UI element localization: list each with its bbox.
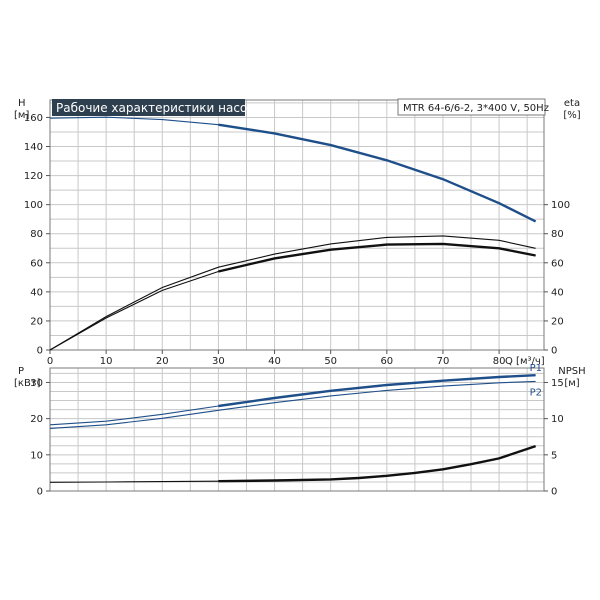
x-tick-label: 60 xyxy=(380,356,393,367)
series-line-emphasized-1-0 xyxy=(218,374,536,408)
y-right-axis-unit: [м] xyxy=(564,378,579,389)
x-tick-label: 80 xyxy=(493,356,506,367)
y-right-tick-label: 80 xyxy=(551,229,564,240)
x-tick-label: 50 xyxy=(324,356,337,367)
y-left-tick-label: 140 xyxy=(24,142,43,153)
upper-plot-frame xyxy=(49,99,545,351)
model-box: MTR 64-6/6-2, 3*400 V, 50Hz xyxy=(397,98,549,116)
y-left-tick-label: 10 xyxy=(30,450,43,461)
y-left-tick-label: 0 xyxy=(37,346,43,357)
y-right-axis-unit: [%] xyxy=(563,110,580,121)
head-efficiency-panel: 020406080100120140160020406080100H[м]eta… xyxy=(14,98,581,367)
series-label-p1: P1 xyxy=(530,363,542,374)
y-right-axis-symbol: NPSH xyxy=(558,366,585,377)
upper-grid xyxy=(50,100,544,350)
series-line-emphasized-0-0 xyxy=(218,123,537,223)
x-tick-label: 0 xyxy=(47,356,53,367)
series-line-emphasized-1-2 xyxy=(218,444,536,483)
series-line-1-1 xyxy=(49,380,536,429)
model-label: MTR 64-6/6-2, 3*400 V, 50Hz xyxy=(403,103,549,114)
y-right-tick-label: 0 xyxy=(551,346,557,357)
x-tick-label: 10 xyxy=(100,356,113,367)
y-left-tick-label: 20 xyxy=(30,316,43,327)
y-left-tick-label: 120 xyxy=(24,171,43,182)
x-tick-label: 70 xyxy=(437,356,450,367)
y-right-axis-symbol: eta xyxy=(564,98,580,109)
series-line-0-0 xyxy=(49,116,536,222)
y-left-tick-label: 30 xyxy=(30,378,43,389)
y-left-tick-label: 20 xyxy=(30,414,43,425)
y-right-tick-label: 40 xyxy=(551,287,564,298)
series-line-emphasized-0-1 xyxy=(218,242,536,273)
y-left-axis-symbol: H xyxy=(18,98,26,109)
y-right-tick-label: 20 xyxy=(551,316,564,327)
y-left-axis-symbol: P xyxy=(18,366,24,377)
series-line-0-1 xyxy=(49,243,536,351)
x-tick-label: 30 xyxy=(212,356,225,367)
y-right-tick-label: 0 xyxy=(551,487,557,498)
chart-title-banner: Рабочие характеристики насоса xyxy=(52,99,261,116)
x-tick-label: 40 xyxy=(268,356,281,367)
y-left-tick-label: 80 xyxy=(30,229,43,240)
lower-plot-frame xyxy=(49,367,545,492)
y-right-tick-label: 100 xyxy=(551,200,570,211)
lower-grid xyxy=(50,368,544,491)
y-left-tick-label: 100 xyxy=(24,200,43,211)
y-right-tick-label: 5 xyxy=(551,450,557,461)
y-left-axis-unit: [м] xyxy=(14,110,29,121)
series-label-p2: P2 xyxy=(530,387,542,398)
title-banner-background xyxy=(52,99,245,116)
chart-title: Рабочие характеристики насоса xyxy=(56,101,261,115)
y-left-axis-unit: [кВт] xyxy=(14,378,41,389)
x-axis-label: Q [м³/ч] xyxy=(505,356,545,367)
y-left-tick-label: 60 xyxy=(30,258,43,269)
y-left-tick-label: 160 xyxy=(24,113,43,124)
y-right-tick-label: 10 xyxy=(551,414,564,425)
x-tick-label: 20 xyxy=(156,356,169,367)
power-npsh-panel: 0 10 20 30 0 5 10 15 P[кВт] NPSH[м] P1 P2 xyxy=(14,363,586,497)
y-right-tick-label: 15 xyxy=(551,378,564,389)
y-left-tick-label: 40 xyxy=(30,287,43,298)
model-box-frame xyxy=(397,98,546,116)
y-left-tick-label: 0 xyxy=(37,487,43,498)
y-right-tick-label: 60 xyxy=(551,258,564,269)
series-line-0-2 xyxy=(49,235,536,351)
